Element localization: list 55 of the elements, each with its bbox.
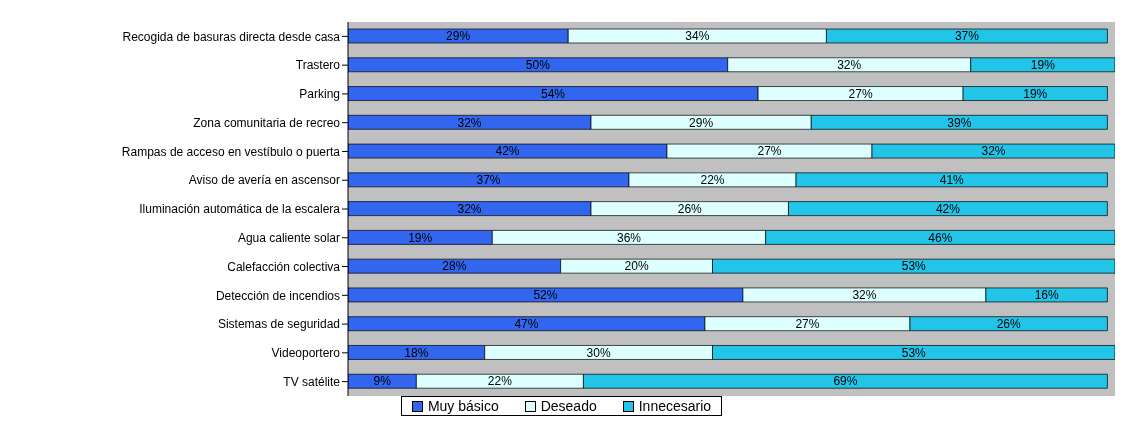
data-label: 22%: [700, 173, 725, 188]
data-label: 19%: [408, 230, 433, 245]
y-tick-label: Iluminación automática de la escalera: [139, 202, 341, 217]
data-label: 22%: [487, 374, 513, 389]
data-label: 26%: [677, 201, 703, 216]
data-label: 9%: [373, 374, 392, 389]
data-label: 53%: [901, 345, 927, 360]
data-label: 37%: [954, 29, 980, 44]
data-label: 52%: [533, 288, 558, 303]
data-label: 32%: [457, 201, 482, 216]
data-label: 42%: [935, 201, 961, 216]
data-label: 32%: [837, 58, 862, 73]
legend-label: Deseado: [539, 398, 597, 414]
data-label: 19%: [1023, 86, 1048, 101]
data-label: 69%: [833, 374, 858, 389]
data-label: 37%: [476, 173, 501, 188]
y-tick-label: Calefacción colectiva: [227, 259, 341, 274]
data-label: 46%: [928, 230, 953, 245]
y-tick-label: Trastero: [295, 58, 341, 73]
data-label: 30%: [586, 345, 611, 360]
data-label: 28%: [442, 259, 467, 274]
y-tick-label: Videoportero: [271, 346, 341, 361]
data-label: 34%: [685, 29, 710, 44]
data-label: 50%: [525, 58, 551, 73]
data-label: 53%: [901, 259, 927, 274]
data-label: 39%: [947, 115, 972, 130]
y-tick-label: Detección de incendios: [215, 288, 340, 303]
data-label: 26%: [996, 316, 1022, 331]
data-label: 29%: [446, 29, 471, 44]
data-label: 19%: [1030, 58, 1056, 73]
data-label: 27%: [848, 86, 873, 101]
y-tick-label: TV satélite: [283, 374, 341, 389]
y-tick-label: Rampas de acceso en vestíbulo o puerta: [121, 144, 341, 159]
data-label: 32%: [981, 144, 1006, 159]
data-label: 18%: [404, 345, 429, 360]
data-label: 32%: [457, 115, 482, 130]
data-label: 36%: [616, 230, 642, 245]
y-tick-label: Aviso de avería en ascensor: [188, 173, 340, 188]
data-label: 47%: [514, 316, 539, 331]
data-label: 41%: [939, 173, 965, 188]
y-tick-label: Agua caliente solar: [237, 231, 340, 246]
data-label: 16%: [1034, 288, 1059, 303]
data-label: 32%: [852, 288, 877, 303]
data-label: 29%: [689, 115, 714, 130]
y-tick-label: Sistemas de seguridad: [217, 317, 340, 332]
y-tick-label: Zona comunitaria de recreo: [193, 115, 341, 130]
legend-label: Muy básico: [426, 398, 499, 414]
legend-label: Innecesario: [637, 398, 712, 414]
y-tick-label: Recogida de basuras directa desde casa: [122, 29, 341, 44]
data-label: 27%: [795, 316, 820, 331]
data-label: 54%: [541, 86, 566, 101]
data-label: 27%: [757, 144, 782, 159]
data-label: 42%: [495, 144, 520, 159]
data-label: 20%: [624, 259, 649, 274]
y-tick-label: Parking: [299, 87, 340, 102]
